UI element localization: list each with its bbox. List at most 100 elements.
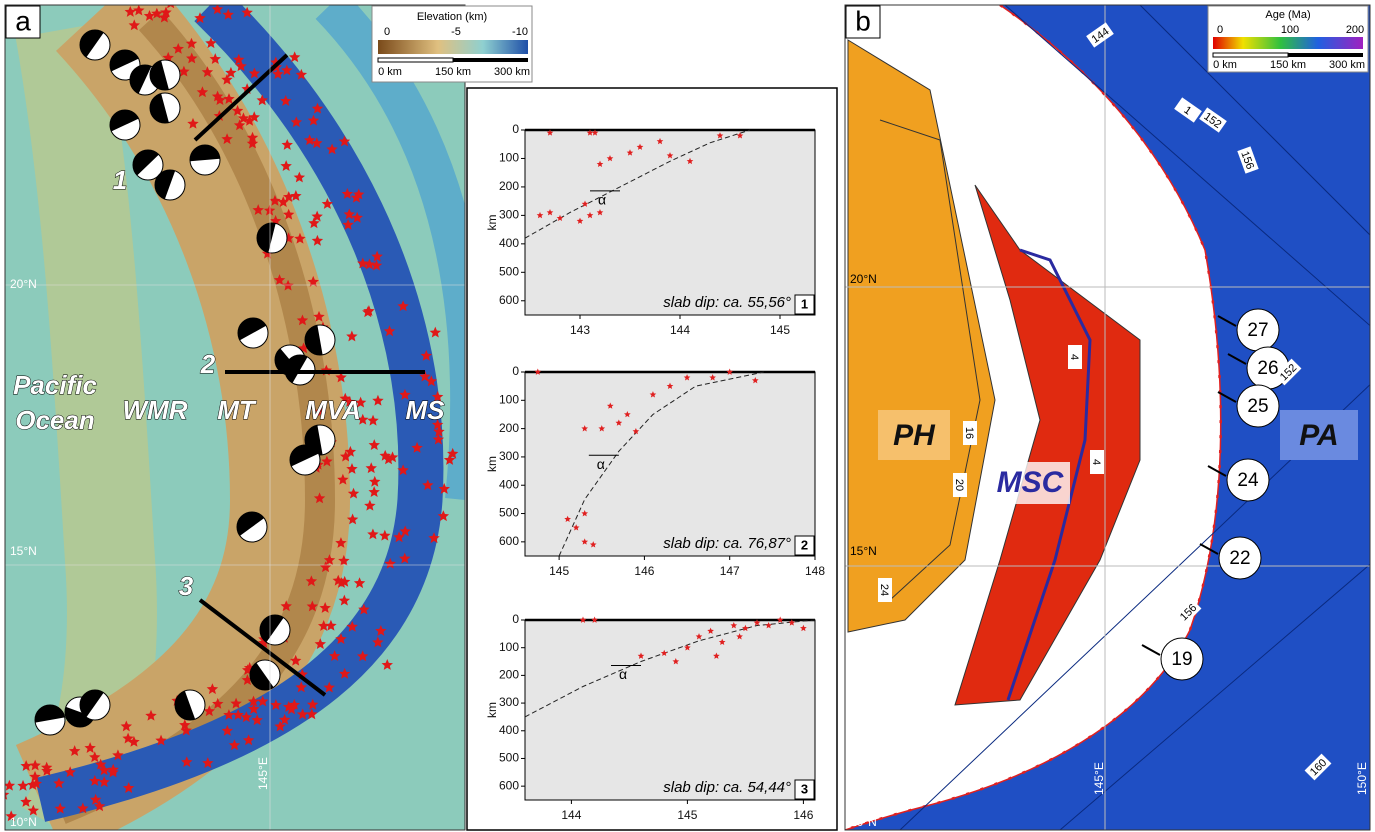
y-tick-label: 400 xyxy=(499,236,519,250)
lat-label: 10°N xyxy=(850,815,877,829)
angle-label: α xyxy=(598,192,606,208)
legend-tick: -5 xyxy=(451,26,461,38)
x-tick-label: 144 xyxy=(670,323,690,337)
y-tick-label: 300 xyxy=(499,208,519,222)
age-legend: Age (Ma) 0 100 200 0 km 150 km 300 km xyxy=(1208,6,1368,72)
region-label: WMR xyxy=(123,395,188,425)
legend-tick: 100 xyxy=(1281,24,1299,36)
page: { "panel_a": { "label": "a", "legend": {… xyxy=(0,0,1375,832)
cross-sections: 0100200300400500600143144145kmαslab dip:… xyxy=(485,122,825,822)
site-label: 22 xyxy=(1229,548,1250,569)
dip-label: slab dip: ca. 54,44° xyxy=(663,779,791,796)
scale-label: 0 km xyxy=(1213,59,1237,71)
lat-label: 20°N xyxy=(10,277,37,291)
lon-label: 145°E xyxy=(1092,762,1106,795)
y-tick-label: 300 xyxy=(499,695,519,709)
y-tick-label: 500 xyxy=(499,264,519,278)
contour-label: 4 xyxy=(1090,459,1102,465)
y-tick-label: 400 xyxy=(499,477,519,491)
profile-number: 3 xyxy=(801,781,808,796)
lat-label: 20°N xyxy=(850,272,877,286)
y-tick-label: 0 xyxy=(512,122,519,136)
x-tick-label: 145 xyxy=(677,808,697,822)
x-tick-label: 146 xyxy=(793,808,813,822)
y-tick-label: 200 xyxy=(499,179,519,193)
contour-label: 20 xyxy=(953,479,965,491)
y-tick-label: 600 xyxy=(499,778,519,792)
site-label: 27 xyxy=(1247,320,1268,341)
y-axis-label: km xyxy=(485,215,499,231)
y-tick-label: 500 xyxy=(499,751,519,765)
ocean-label: Ocean xyxy=(15,405,95,435)
scalebar xyxy=(378,58,453,62)
lat-label: 15°N xyxy=(10,544,37,558)
legend-tick: 0 xyxy=(384,26,390,38)
profile-number: 2 xyxy=(200,349,216,379)
contour-label: 4 xyxy=(1068,354,1080,360)
contour-label: 24 xyxy=(878,584,890,596)
plate-label: MSC xyxy=(997,466,1065,499)
site-label: 24 xyxy=(1237,470,1259,491)
x-tick-label: 145 xyxy=(549,564,569,578)
scale-label: 150 km xyxy=(1270,59,1306,71)
scale-label: 150 km xyxy=(435,66,471,78)
y-tick-label: 500 xyxy=(499,506,519,520)
ocean-label: Pacific xyxy=(13,370,97,400)
colorbar xyxy=(1213,37,1363,49)
y-tick-label: 200 xyxy=(499,668,519,682)
plate-label: PH xyxy=(893,419,936,452)
x-tick-label: 146 xyxy=(634,564,654,578)
x-tick-label: 148 xyxy=(805,564,825,578)
x-tick-label: 144 xyxy=(561,808,581,822)
profile-number: 1 xyxy=(801,296,808,311)
x-tick-label: 147 xyxy=(720,564,740,578)
legend-tick: -10 xyxy=(512,26,528,38)
panel-label: a xyxy=(15,5,31,36)
site-label: 19 xyxy=(1171,649,1192,670)
legend-tick: 200 xyxy=(1346,24,1364,36)
dip-label: slab dip: ca. 55,56° xyxy=(663,294,791,311)
dip-label: slab dip: ca. 76,87° xyxy=(663,535,791,552)
lon-label: 145°E xyxy=(256,757,270,790)
scale-label: 300 km xyxy=(494,66,530,78)
plot-area xyxy=(525,130,815,315)
y-tick-label: 100 xyxy=(499,151,519,165)
x-tick-label: 145 xyxy=(770,323,790,337)
y-tick-label: 300 xyxy=(499,449,519,463)
region-label: MVA xyxy=(305,395,361,425)
y-tick-label: 400 xyxy=(499,723,519,737)
elevation-legend: Elevation (km) 0 -5 -10 0 km 150 km 300 … xyxy=(372,6,532,82)
contour-label: 16 xyxy=(963,427,975,439)
site-label: 25 xyxy=(1247,396,1268,417)
region-label: MT xyxy=(217,395,257,425)
y-tick-label: 200 xyxy=(499,421,519,435)
scalebar xyxy=(1213,53,1288,57)
scale-label: 0 km xyxy=(378,66,402,78)
y-axis-label: km xyxy=(485,702,499,718)
lat-label: 15°N xyxy=(850,544,877,558)
colorbar xyxy=(378,40,528,54)
scale-label: 300 km xyxy=(1329,59,1365,71)
plot-area xyxy=(525,372,815,556)
lat-label: 10°N xyxy=(10,815,37,829)
region-label: MS xyxy=(406,395,446,425)
y-tick-label: 600 xyxy=(499,534,519,548)
quake-star xyxy=(222,0,233,2)
legend-title: Elevation (km) xyxy=(417,11,487,23)
panel-label: b xyxy=(855,5,871,36)
y-axis-label: km xyxy=(485,456,499,472)
scalebar xyxy=(1288,53,1363,57)
figure: a Elevation (km) 0 -5 -10 0 km 150 km 30… xyxy=(0,0,1375,832)
scalebar xyxy=(453,58,528,62)
legend-title: Age (Ma) xyxy=(1265,9,1310,21)
angle-label: α xyxy=(597,456,605,472)
profile-number: 3 xyxy=(179,571,194,601)
y-tick-label: 0 xyxy=(512,612,519,626)
plot-area xyxy=(525,620,815,800)
angle-label: α xyxy=(619,666,627,682)
y-tick-label: 100 xyxy=(499,640,519,654)
y-tick-label: 100 xyxy=(499,392,519,406)
plate-label: PA xyxy=(1299,419,1338,452)
y-tick-label: 600 xyxy=(499,293,519,307)
profile-number: 1 xyxy=(113,165,127,195)
